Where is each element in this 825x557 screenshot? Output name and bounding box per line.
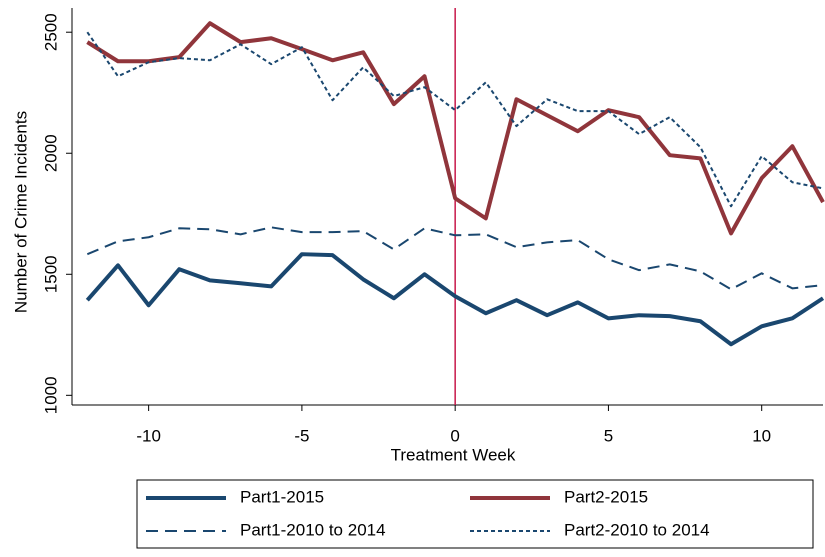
legend-label: Part1-2015 <box>240 487 324 506</box>
legend-label: Part1-2010 to 2014 <box>240 520 386 539</box>
x-tick-label: 10 <box>752 426 771 445</box>
y-axis-label: Number of Crime Incidents <box>11 111 30 313</box>
y-tick-label: 2500 <box>41 13 60 51</box>
series-line <box>86 31 824 208</box>
series-line <box>86 21 825 236</box>
y-tick-label: 2000 <box>41 134 60 172</box>
y-tick-label: 1000 <box>41 376 60 414</box>
legend-label: Part2-2015 <box>564 487 648 506</box>
legend-box <box>136 479 814 549</box>
x-tick-label: -5 <box>294 426 309 445</box>
legend-label: Part2-2010 to 2014 <box>564 520 710 539</box>
y-tick-label: 1500 <box>41 255 60 293</box>
x-axis-label: Treatment Week <box>391 445 516 464</box>
series-line <box>86 226 824 291</box>
x-tick-label: -10 <box>136 426 161 445</box>
x-tick-label: 5 <box>604 426 613 445</box>
x-tick-label: 0 <box>450 426 459 445</box>
series-line <box>85 252 825 347</box>
